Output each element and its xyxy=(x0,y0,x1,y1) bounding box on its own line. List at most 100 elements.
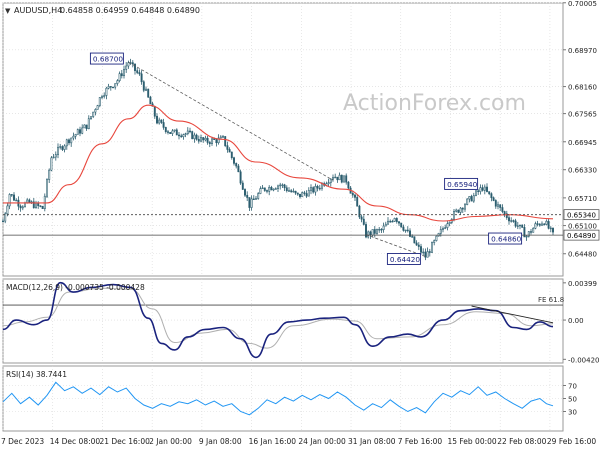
macd-signal-line xyxy=(2,287,554,349)
fib-extension-label: FE 61.8 xyxy=(538,296,564,304)
candle-body xyxy=(173,129,176,132)
candle-body xyxy=(382,225,385,230)
candle-body xyxy=(206,137,209,143)
candle-body xyxy=(19,205,22,209)
candle-body xyxy=(369,231,372,236)
candle-body xyxy=(301,192,304,198)
candle-body xyxy=(230,151,233,159)
x-tick-label: 7 Dec 2023 xyxy=(1,437,44,446)
candle-body xyxy=(186,130,189,135)
candle-body xyxy=(285,187,288,192)
candle-body xyxy=(204,137,207,141)
macd-y-tick-label: -0.004206 xyxy=(568,356,600,364)
candle-body xyxy=(527,231,530,237)
macd-title: MACD(12,26,9) -0.000735 -0.000428 xyxy=(6,283,145,292)
candle-body xyxy=(175,129,178,136)
candle-body xyxy=(310,187,312,191)
x-tick-label: 31 Jan 08:00 xyxy=(348,437,396,446)
price-y-tick-label: 0.65710 xyxy=(568,195,597,203)
candle-body xyxy=(378,228,381,231)
candle-body xyxy=(54,154,57,158)
candle-body xyxy=(367,231,370,238)
candle-body xyxy=(415,242,418,246)
candle-body xyxy=(497,204,499,207)
candle-body xyxy=(505,213,508,218)
candle-body xyxy=(503,211,506,215)
candle-body xyxy=(61,146,64,150)
candle-body xyxy=(494,200,497,207)
candle-body xyxy=(182,134,185,138)
candle-body xyxy=(299,193,301,198)
candle-body xyxy=(488,191,491,195)
candle-body xyxy=(279,184,282,187)
candle-body xyxy=(158,119,161,124)
trendline xyxy=(365,234,426,257)
price-layer: FE 61.8 0.68700 0.65940 0.64420 0.64860 xyxy=(2,52,564,306)
candle-body xyxy=(448,222,451,224)
candle-body xyxy=(169,132,172,134)
candle-body xyxy=(153,106,156,117)
candle-body xyxy=(134,63,136,71)
annotation-label: 0.68700 xyxy=(93,55,124,64)
header-symbol: AUDUSD,H4 xyxy=(14,6,62,15)
candle-body xyxy=(457,209,460,213)
candle-body xyxy=(312,187,315,193)
candle-body xyxy=(138,72,141,75)
candle-body xyxy=(334,176,337,179)
candle-body xyxy=(305,193,308,197)
candle-body xyxy=(510,220,513,222)
candle-body xyxy=(409,230,411,237)
candle-body xyxy=(200,137,202,142)
candle-body xyxy=(516,225,519,227)
candle-body xyxy=(387,220,389,225)
candle-body xyxy=(136,70,139,73)
macd-trendline xyxy=(471,305,554,324)
candle-body xyxy=(248,197,251,208)
price-level-box xyxy=(563,229,600,241)
x-tick-label: 14 Dec 08:00 xyxy=(50,437,101,446)
candle-body xyxy=(406,229,409,232)
candle-body xyxy=(424,251,427,258)
candle-body xyxy=(329,178,332,183)
candle-body xyxy=(208,142,211,145)
x-tick-label: 2 Jan 00:00 xyxy=(149,437,192,446)
header-dropdown-icon[interactable]: ▼ xyxy=(5,7,11,15)
candle-body xyxy=(147,88,150,98)
candle-body xyxy=(98,97,101,106)
candle-body xyxy=(426,251,429,258)
candle-body xyxy=(145,88,147,91)
candle-body xyxy=(112,86,114,89)
candle-body xyxy=(402,226,405,231)
candle-body xyxy=(345,175,348,183)
candle-body xyxy=(250,198,253,208)
candle-body xyxy=(261,187,264,190)
candle-body xyxy=(354,194,356,198)
candle-body xyxy=(277,185,279,189)
candle-body xyxy=(389,220,392,223)
rsi-title: RSI(14) 38.7441 xyxy=(6,370,67,379)
candle-body xyxy=(114,83,117,88)
candle-body xyxy=(283,184,286,189)
annotation-box xyxy=(444,177,479,190)
candle-body xyxy=(435,235,438,241)
candle-body xyxy=(362,218,365,225)
candle-body xyxy=(391,220,394,223)
candle-body xyxy=(103,95,106,97)
candle-body xyxy=(541,223,543,226)
candle-body xyxy=(63,145,66,150)
candle-body xyxy=(118,73,121,81)
price-y-tick-label: 0.68970 xyxy=(568,47,597,55)
candle-body xyxy=(10,194,13,196)
candle-body xyxy=(142,81,145,91)
candle-body xyxy=(107,86,110,89)
candle-body xyxy=(472,195,475,202)
candle-body xyxy=(340,174,343,183)
candle-body xyxy=(74,134,77,137)
candle-body xyxy=(296,192,299,195)
candle-body xyxy=(400,222,403,228)
candle-body xyxy=(233,157,235,164)
candle-body xyxy=(464,204,466,210)
candle-body xyxy=(393,218,396,222)
